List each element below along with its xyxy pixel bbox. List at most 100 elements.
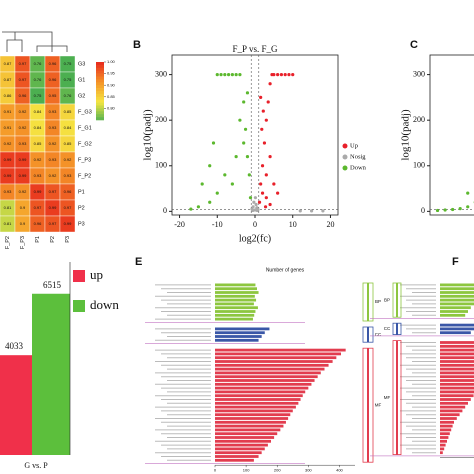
point xyxy=(268,82,272,86)
cell-value: 0.97 xyxy=(49,189,58,194)
point xyxy=(291,73,295,77)
cell-value: 0.93 xyxy=(34,173,43,178)
cell-value: 0.9 xyxy=(20,221,26,226)
bar xyxy=(440,356,474,360)
x-tick-label: 10 xyxy=(289,220,297,229)
point xyxy=(260,127,264,131)
bar xyxy=(440,344,474,348)
row-label: P1 xyxy=(78,189,85,195)
legend-swatch xyxy=(342,143,348,149)
x-axis-label: log2(fc) xyxy=(239,233,271,244)
colorbar-step xyxy=(96,67,104,71)
bar xyxy=(215,298,257,302)
point xyxy=(268,202,272,207)
row-label: F_P3 xyxy=(78,157,91,163)
bar xyxy=(440,439,447,443)
cell-value: 0.87 xyxy=(4,61,13,66)
bar xyxy=(215,310,256,313)
point xyxy=(215,191,219,195)
bar xyxy=(215,363,329,367)
cell-value: 0.91 xyxy=(4,125,13,130)
bar xyxy=(440,405,466,409)
bar xyxy=(440,409,463,413)
bar xyxy=(215,291,259,294)
bar-value-label: 6515 xyxy=(43,280,62,290)
point xyxy=(254,202,258,207)
group-strip xyxy=(396,323,398,335)
row-label: F_P2 xyxy=(78,173,91,179)
point xyxy=(242,141,246,145)
bar xyxy=(215,417,289,420)
colorbar-step xyxy=(96,85,104,89)
x-tick-label: 100 xyxy=(243,467,250,472)
bar-value-label: 4033 xyxy=(5,341,24,351)
group-label: BP xyxy=(384,297,390,302)
bar xyxy=(215,287,257,291)
point xyxy=(238,73,242,77)
legend-swatch xyxy=(73,270,85,282)
legend-label: Down xyxy=(350,164,367,171)
colorbar-step xyxy=(96,79,104,83)
colorbar-step xyxy=(96,102,104,106)
bar xyxy=(440,323,474,327)
panel-label: C xyxy=(410,39,418,51)
point xyxy=(238,118,242,122)
cell-value: 0.92 xyxy=(19,109,28,114)
bar xyxy=(440,394,474,398)
bar xyxy=(215,379,315,382)
category-label: G vs. P xyxy=(24,461,48,470)
bar xyxy=(440,428,452,432)
point xyxy=(208,164,212,168)
bar xyxy=(440,341,474,344)
group-divider xyxy=(145,322,305,323)
cell-value: 0.76 xyxy=(64,93,73,98)
cell-value: 0.91 xyxy=(4,109,13,114)
y-tick-label: 200 xyxy=(413,115,425,124)
cell-value: 0.92 xyxy=(34,157,43,162)
bar xyxy=(440,294,474,298)
group-divider xyxy=(145,343,305,344)
group-divider xyxy=(145,463,305,464)
colorbar-label: 1.00 xyxy=(107,59,116,64)
point xyxy=(443,208,447,212)
colorbar-label: 0.90 xyxy=(107,82,116,87)
column-label: P2 xyxy=(50,236,56,243)
bar xyxy=(215,455,259,458)
point xyxy=(196,205,201,209)
bar xyxy=(440,291,474,294)
colorbar-step xyxy=(96,93,104,98)
point xyxy=(189,207,193,211)
bar xyxy=(215,317,253,321)
cell-value: 0.99 xyxy=(64,221,73,226)
legend-label: down xyxy=(90,297,119,312)
bar xyxy=(215,439,271,443)
colorbar-step xyxy=(96,76,104,80)
cell-value: 0.96 xyxy=(49,77,58,82)
bar xyxy=(440,413,460,417)
bar xyxy=(440,348,474,352)
y-tick-label: 300 xyxy=(155,69,167,78)
group-strip xyxy=(367,283,369,321)
colorbar-step xyxy=(96,64,104,69)
bar xyxy=(440,417,457,420)
cell-value: 0.93 xyxy=(49,157,58,162)
bar xyxy=(215,390,306,394)
cell-value: 0.93 xyxy=(49,109,58,114)
cell-value: 0.97 xyxy=(19,77,28,82)
point xyxy=(251,205,255,209)
heat-cell xyxy=(59,215,76,233)
column-label: F_P3 xyxy=(20,236,26,249)
point xyxy=(260,191,265,195)
point xyxy=(321,209,325,213)
point xyxy=(272,182,276,186)
cell-value: 0.75 xyxy=(64,77,73,82)
colorbar-step xyxy=(96,88,104,92)
cell-value: 0.75 xyxy=(64,61,73,66)
colorbar-step xyxy=(96,73,104,77)
cell-value: 0.96 xyxy=(34,221,43,226)
point xyxy=(264,173,268,177)
bar xyxy=(440,451,443,455)
y-tick-label: 100 xyxy=(413,161,425,170)
bar xyxy=(440,331,471,335)
bar xyxy=(440,424,453,428)
